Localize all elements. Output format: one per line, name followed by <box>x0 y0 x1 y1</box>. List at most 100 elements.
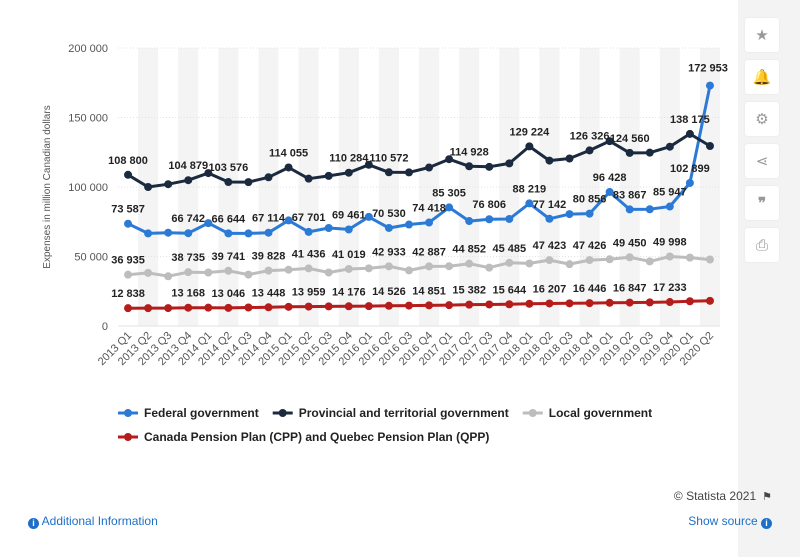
data-point[interactable] <box>324 171 333 180</box>
data-point[interactable] <box>184 303 193 312</box>
additional-information-link[interactable]: i Additional Information <box>28 514 158 529</box>
data-point[interactable] <box>304 264 313 273</box>
data-point[interactable] <box>585 256 594 265</box>
data-point[interactable] <box>645 298 654 307</box>
data-point[interactable] <box>384 168 393 177</box>
data-point[interactable] <box>324 224 333 233</box>
data-point[interactable] <box>505 258 514 267</box>
data-point[interactable] <box>465 259 474 268</box>
data-point[interactable] <box>224 178 233 187</box>
data-point[interactable] <box>144 183 153 191</box>
legend-item[interactable]: Provincial and territorial government <box>272 406 509 420</box>
data-point[interactable] <box>404 168 413 177</box>
data-point[interactable] <box>264 173 273 182</box>
data-point[interactable] <box>565 260 574 269</box>
show-source-link[interactable]: Show source i <box>688 514 772 529</box>
data-point[interactable] <box>465 162 474 171</box>
data-point[interactable] <box>164 272 173 281</box>
data-point[interactable] <box>665 252 674 261</box>
data-point[interactable] <box>384 223 393 232</box>
data-point[interactable] <box>264 228 273 237</box>
data-point[interactable] <box>585 146 594 155</box>
data-point[interactable] <box>525 199 534 208</box>
data-point[interactable] <box>404 220 413 229</box>
data-point[interactable] <box>545 299 554 308</box>
data-point[interactable] <box>505 214 514 223</box>
data-point[interactable] <box>164 180 173 189</box>
data-point[interactable] <box>204 169 213 178</box>
data-point[interactable] <box>685 178 694 187</box>
data-point[interactable] <box>264 266 273 275</box>
data-point[interactable] <box>404 301 413 310</box>
data-point[interactable] <box>425 262 434 271</box>
data-point[interactable] <box>605 187 614 196</box>
data-point[interactable] <box>585 299 594 308</box>
data-point[interactable] <box>264 303 273 312</box>
data-point[interactable] <box>124 304 133 313</box>
data-point[interactable] <box>525 142 534 151</box>
data-point[interactable] <box>445 203 454 212</box>
data-point[interactable] <box>645 257 654 266</box>
data-point[interactable] <box>324 268 333 277</box>
data-point[interactable] <box>384 262 393 271</box>
data-point[interactable] <box>204 303 213 312</box>
data-point[interactable] <box>685 129 694 138</box>
cite-button[interactable]: ❞ <box>745 186 779 220</box>
data-point[interactable] <box>224 266 233 275</box>
legend-item[interactable]: Local government <box>522 406 652 420</box>
data-point[interactable] <box>284 302 293 311</box>
data-point[interactable] <box>705 141 714 150</box>
data-point[interactable] <box>685 253 694 262</box>
data-point[interactable] <box>204 219 213 228</box>
data-point[interactable] <box>124 270 133 279</box>
data-point[interactable] <box>505 159 514 168</box>
data-point[interactable] <box>284 265 293 274</box>
data-point[interactable] <box>144 268 153 277</box>
data-point[interactable] <box>304 302 313 311</box>
data-point[interactable] <box>244 270 253 279</box>
data-point[interactable] <box>284 163 293 172</box>
data-point[interactable] <box>184 268 193 277</box>
notification-button[interactable]: 🔔 <box>745 60 779 94</box>
favorite-button[interactable]: ★ <box>745 18 779 52</box>
data-point[interactable] <box>705 255 714 264</box>
data-point[interactable] <box>485 300 494 309</box>
data-point[interactable] <box>525 299 534 308</box>
data-point[interactable] <box>364 160 373 169</box>
data-point[interactable] <box>645 205 654 214</box>
data-point[interactable] <box>244 178 253 187</box>
data-point[interactable] <box>465 217 474 226</box>
data-point[interactable] <box>605 255 614 264</box>
data-point[interactable] <box>505 300 514 309</box>
data-point[interactable] <box>144 229 153 238</box>
data-point[interactable] <box>344 264 353 273</box>
data-point[interactable] <box>485 263 494 272</box>
data-point[interactable] <box>625 148 634 157</box>
data-point[interactable] <box>164 228 173 237</box>
data-point[interactable] <box>244 229 253 238</box>
data-point[interactable] <box>545 256 554 265</box>
legend-item[interactable]: Canada Pension Plan (CPP) and Quebec Pen… <box>118 430 489 444</box>
data-point[interactable] <box>445 262 454 271</box>
data-point[interactable] <box>364 302 373 311</box>
data-point[interactable] <box>485 215 494 224</box>
data-point[interactable] <box>605 137 614 146</box>
data-point[interactable] <box>404 266 413 275</box>
data-point[interactable] <box>665 142 674 151</box>
data-point[interactable] <box>284 216 293 225</box>
data-point[interactable] <box>485 162 494 171</box>
data-point[interactable] <box>364 264 373 273</box>
data-point[interactable] <box>324 302 333 311</box>
data-point[interactable] <box>645 148 654 157</box>
data-point[interactable] <box>124 219 133 228</box>
data-point[interactable] <box>445 301 454 310</box>
data-point[interactable] <box>565 210 574 219</box>
data-point[interactable] <box>425 163 434 172</box>
data-point[interactable] <box>545 156 554 165</box>
data-point[interactable] <box>445 155 454 164</box>
data-point[interactable] <box>244 303 253 312</box>
data-point[interactable] <box>224 229 233 238</box>
data-point[interactable] <box>665 298 674 307</box>
data-point[interactable] <box>204 268 213 277</box>
data-point[interactable] <box>184 229 193 238</box>
